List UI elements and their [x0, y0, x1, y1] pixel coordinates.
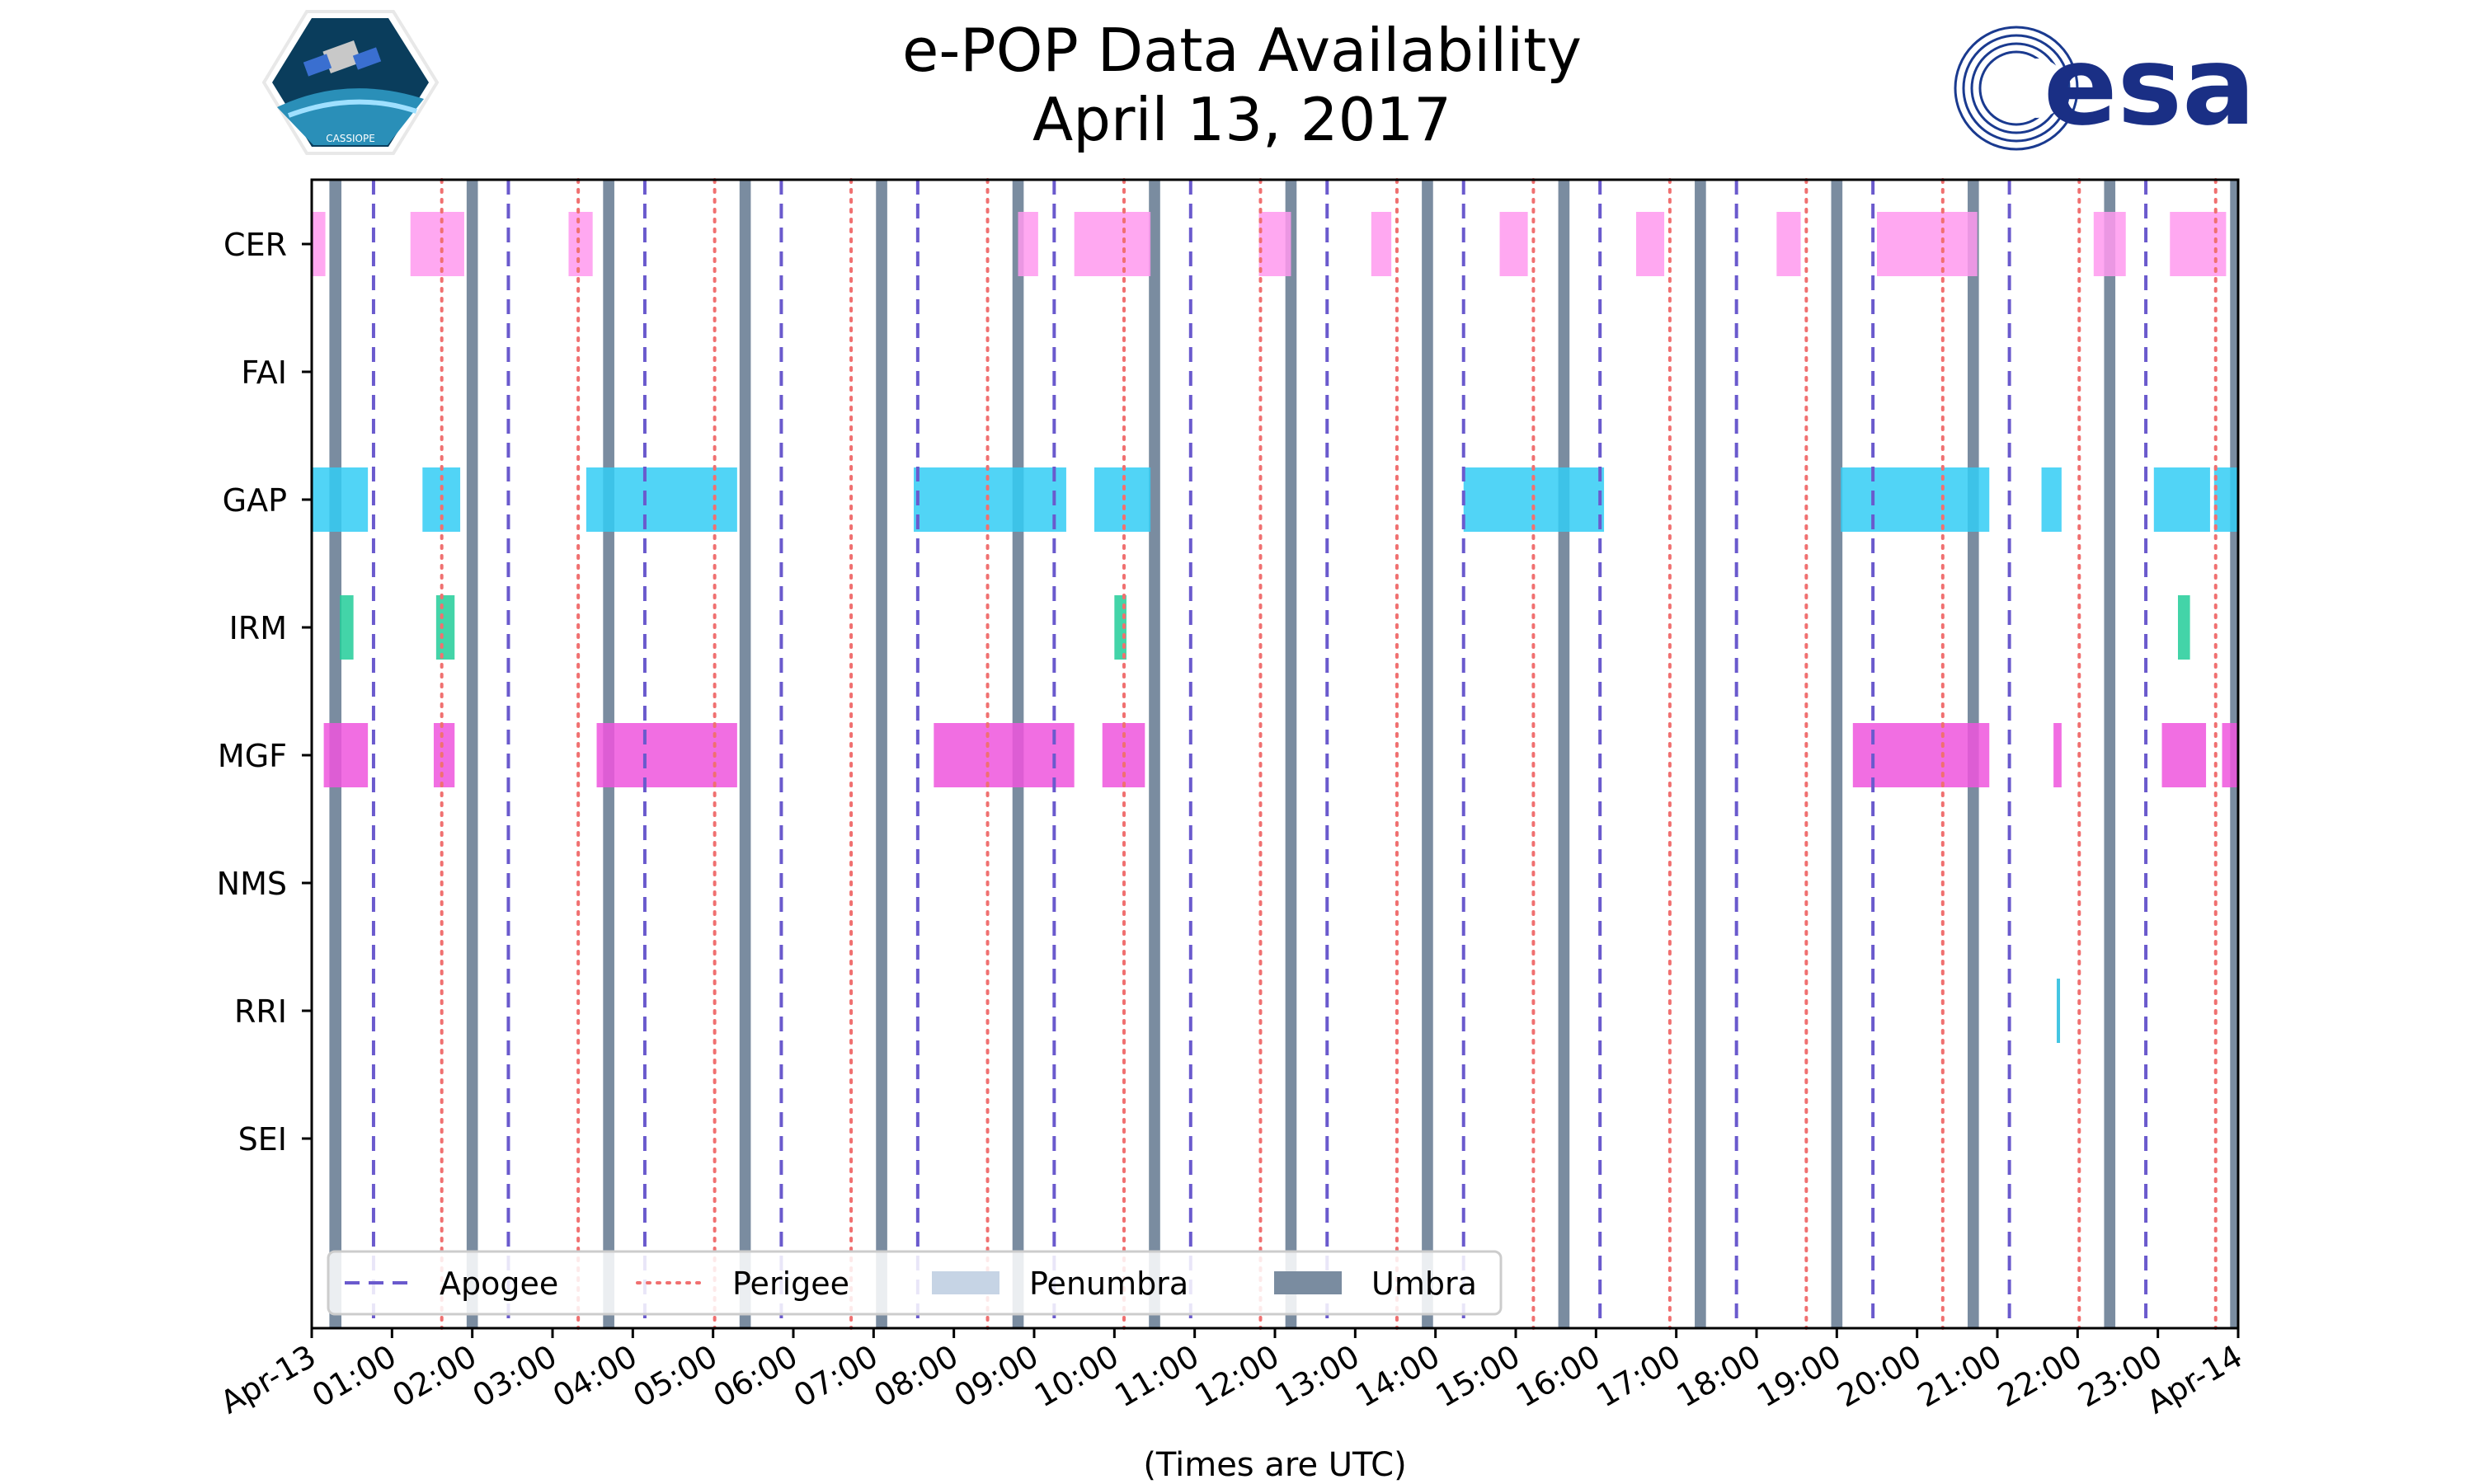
x-tick-label: 10:00 — [1028, 1338, 1125, 1415]
x-tick-label: 13:00 — [1269, 1338, 1366, 1415]
x-tick-label: 03:00 — [467, 1338, 563, 1415]
legend: Apogee Perigee Penumbra Umbra — [327, 1250, 1503, 1316]
legend-label-perigee: Perigee — [732, 1266, 849, 1302]
x-tick-label: 16:00 — [1510, 1338, 1606, 1415]
data-bar-mgf — [934, 723, 1075, 787]
x-tick-label: 07:00 — [788, 1338, 884, 1415]
umbra-band — [1422, 180, 1433, 1328]
esa-logo: esa — [1954, 23, 2255, 151]
data-bar-cer — [1877, 212, 1978, 276]
x-tick-label: 01:00 — [306, 1338, 402, 1415]
data-bar-mgf — [2053, 723, 2062, 787]
cassiope-logo-text: CASSIOPE — [326, 133, 375, 144]
data-bar-mgf — [433, 723, 455, 787]
umbra-band — [1831, 180, 1843, 1328]
x-tick-label: 19:00 — [1751, 1338, 1847, 1415]
data-bar-gap — [914, 467, 1066, 532]
umbra-band — [466, 180, 478, 1328]
umbra-band — [2104, 180, 2116, 1328]
y-tick-label: SEI — [238, 1121, 287, 1158]
chart-subtitle: April 13, 2017 — [1032, 85, 1451, 154]
x-axis-label: (Times are UTC) — [1143, 1446, 1406, 1484]
umbra-band — [1695, 180, 1706, 1328]
data-bar-irm — [340, 595, 354, 660]
data-bar-cer — [410, 212, 464, 276]
x-tick-label: 02:00 — [386, 1338, 482, 1415]
y-tick-label: IRM — [229, 610, 287, 646]
x-axis: Apr-1301:0002:0003:0004:0005:0006:0007:0… — [214, 1328, 2249, 1421]
legend-label-umbra: Umbra — [1371, 1266, 1477, 1302]
data-bar-cer — [1018, 212, 1038, 276]
x-tick-label: 17:00 — [1590, 1338, 1686, 1415]
x-tick-label: 06:00 — [708, 1338, 804, 1415]
legend-swatch-penumbra — [932, 1271, 999, 1294]
legend-box — [327, 1250, 1503, 1316]
data-bar-cer — [568, 212, 593, 276]
umbra-band — [739, 180, 751, 1328]
data-bar-cer — [312, 212, 326, 276]
perigee-lines — [440, 178, 2218, 1330]
data-bar-cer — [2170, 212, 2227, 276]
x-tick-label: 08:00 — [868, 1338, 964, 1415]
data-bar-gap — [2153, 467, 2210, 532]
x-tick-label: Apr-13 — [214, 1338, 322, 1421]
legend-label-penumbra: Penumbra — [1029, 1266, 1188, 1302]
x-tick-label: 11:00 — [1108, 1338, 1205, 1415]
legend-swatch-umbra — [1274, 1271, 1342, 1294]
umbra-band — [876, 180, 887, 1328]
y-tick-label: MGF — [218, 738, 287, 774]
data-bar-cer — [2093, 212, 2126, 276]
data-bar-gap — [1841, 467, 1990, 532]
x-tick-label: 05:00 — [627, 1338, 723, 1415]
y-tick-label: NMS — [217, 866, 287, 902]
y-tick-label: RRI — [234, 993, 287, 1030]
data-bar-mgf — [1852, 723, 1990, 787]
legend-label-apogee: Apogee — [440, 1266, 558, 1302]
y-tick-label: FAI — [241, 355, 287, 391]
umbra-band — [1149, 180, 1160, 1328]
data-bar-cer — [1776, 212, 1801, 276]
x-tick-label: 15:00 — [1430, 1338, 1526, 1415]
data-bar-cer — [1636, 212, 1665, 276]
esa-logo-text: esa — [2044, 23, 2255, 150]
apogee-lines — [371, 180, 2148, 1328]
data-bar-cer — [1499, 212, 1528, 276]
data-bar-mgf — [323, 723, 369, 787]
umbra-band — [1285, 180, 1297, 1328]
data-bar-irm — [2178, 595, 2190, 660]
x-tick-label: 12:00 — [1189, 1338, 1286, 1415]
x-tick-label: 04:00 — [547, 1338, 643, 1415]
data-bar-rri — [2057, 979, 2061, 1043]
umbra-bands — [329, 180, 2238, 1328]
data-bar-mgf — [2222, 723, 2238, 787]
data-bar-irm — [435, 595, 455, 660]
x-tick-label: 09:00 — [948, 1338, 1045, 1415]
x-tick-label: 21:00 — [1912, 1338, 2008, 1415]
umbra-band — [1558, 180, 1570, 1328]
x-tick-label: 20:00 — [1831, 1338, 1927, 1415]
data-bar-cer — [1258, 212, 1291, 276]
x-tick-label: 14:00 — [1349, 1338, 1446, 1415]
chart-title: e-POP Data Availability — [902, 16, 1582, 85]
y-tick-label: CER — [223, 227, 287, 263]
data-bar-gap — [2041, 467, 2062, 532]
x-tick-label: 18:00 — [1671, 1338, 1767, 1415]
data-bar-gap — [586, 467, 737, 532]
data-bars — [312, 212, 2238, 1043]
data-bar-gap — [312, 467, 369, 532]
y-axis: CER FAI GAP IRM MGF NMS RRI SEI — [217, 227, 312, 1158]
cassiope-logo: CASSIOPE — [261, 10, 440, 155]
data-bar-cer — [1074, 212, 1151, 276]
data-bar-gap — [2213, 467, 2238, 532]
y-tick-label: GAP — [223, 482, 287, 519]
x-tick-label: 22:00 — [1992, 1338, 2088, 1415]
data-bar-cer — [1371, 212, 1392, 276]
data-bar-mgf — [2161, 723, 2207, 787]
